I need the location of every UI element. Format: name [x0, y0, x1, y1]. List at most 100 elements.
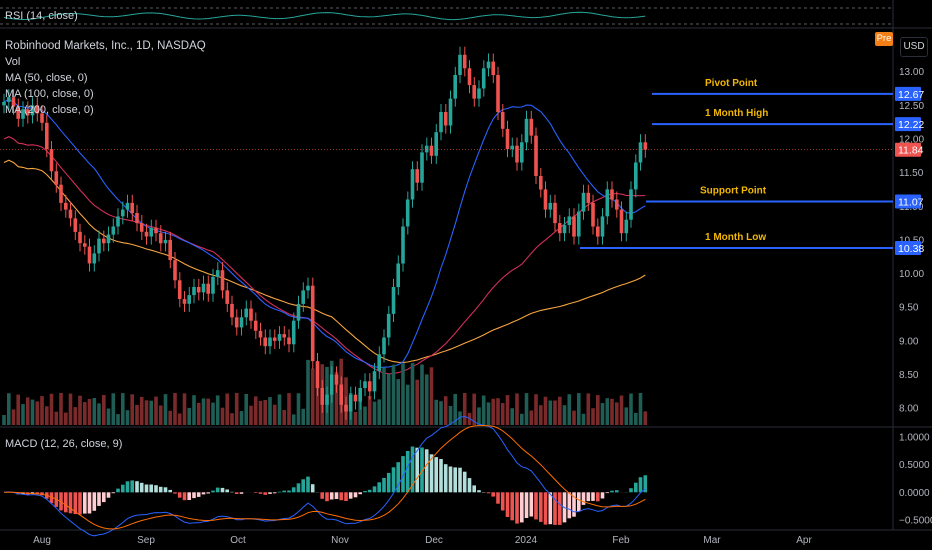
- macd-histogram-bar: [382, 477, 386, 493]
- volume-bar: [562, 405, 567, 425]
- macd-histogram-bar: [420, 447, 424, 493]
- macd-histogram-bar: [310, 484, 315, 493]
- macd-histogram-bar: [125, 481, 130, 493]
- volume-bar: [106, 408, 111, 425]
- volume-bar: [434, 399, 438, 425]
- candle-body: [325, 394, 329, 405]
- volume-bar: [439, 401, 443, 425]
- time-tick-label: Nov: [331, 535, 349, 546]
- macd-histogram-bar: [439, 459, 443, 493]
- level-price-tag-text: 10.38: [898, 243, 924, 255]
- candle-body: [638, 142, 643, 163]
- macd-histogram-bar: [534, 492, 538, 520]
- candle-body: [277, 334, 282, 341]
- candle-body: [154, 227, 158, 234]
- volume-bar: [543, 396, 548, 425]
- macd-histogram-bar: [277, 491, 282, 493]
- volume-bar: [21, 404, 25, 425]
- macd-indicator-label[interactable]: MACD (12, 26, close, 9): [5, 438, 123, 450]
- macd-histogram-bar: [320, 492, 324, 499]
- candle-body: [225, 290, 229, 304]
- volume-bar: [334, 371, 339, 425]
- macd-histogram-bar: [577, 492, 581, 512]
- macd-histogram-bar: [558, 492, 562, 525]
- volume-bar: [510, 408, 514, 425]
- volume-bar: [249, 405, 253, 425]
- candle-body: [121, 209, 125, 217]
- candle-body: [310, 285, 315, 362]
- candle-body: [539, 176, 543, 190]
- candle-body: [534, 135, 538, 176]
- volume-bar: [192, 395, 196, 425]
- level-label: Pivot Point: [705, 78, 758, 89]
- macd-histogram-bar: [272, 492, 277, 494]
- candle-body: [21, 109, 25, 119]
- time-tick-label: Feb: [612, 535, 630, 546]
- macd-histogram-bar: [634, 482, 638, 493]
- candle-body: [386, 313, 391, 338]
- volume-bar: [87, 399, 92, 425]
- volume-bar: [277, 394, 282, 425]
- volume-bar: [130, 394, 134, 425]
- candle-body: [405, 199, 410, 227]
- macd-histogram-bar: [524, 492, 529, 518]
- volume-bar: [481, 395, 486, 425]
- macd-tick-label: 0.5000: [899, 460, 930, 471]
- macd-histogram-bar: [591, 492, 595, 501]
- volume-bar: [211, 402, 215, 425]
- volume-bar: [258, 400, 263, 425]
- macd-histogram-bar: [434, 457, 438, 493]
- volume-bar: [263, 400, 267, 425]
- volume-bar: [586, 393, 591, 425]
- currency-button[interactable]: USD: [900, 37, 928, 57]
- ma50-indicator-label[interactable]: MA (50, close, 0): [5, 72, 88, 84]
- rsi-indicator-label[interactable]: RSI (14, close): [5, 10, 78, 22]
- macd-histogram-bar: [605, 492, 610, 494]
- macd-histogram-bar: [472, 485, 476, 493]
- macd-histogram-bar: [443, 464, 448, 493]
- candle-body: [244, 308, 248, 318]
- candle-body: [258, 330, 263, 338]
- macd-histogram-bar: [220, 487, 225, 493]
- macd-histogram-bar: [486, 492, 491, 494]
- level-price-tag-text: 11.07: [898, 197, 924, 209]
- candle-body: [59, 184, 63, 203]
- macd-histogram-bar: [353, 492, 358, 498]
- volume-bar: [206, 398, 210, 425]
- volume-bar: [458, 411, 462, 425]
- macd-histogram-bar: [520, 492, 524, 523]
- candle-body: [130, 202, 134, 213]
- candle-body: [358, 388, 362, 402]
- macd-histogram-bar: [263, 492, 267, 495]
- macd-histogram-bar: [453, 467, 457, 493]
- candle-body: [567, 216, 572, 226]
- macd-histogram-bar: [410, 446, 415, 493]
- candle-body: [577, 211, 581, 237]
- candle-body: [348, 394, 353, 412]
- candle-body: [315, 361, 320, 388]
- ma100-indicator-label[interactable]: MA (100, close, 0): [5, 88, 94, 100]
- candle-body: [249, 308, 253, 321]
- volume-bar: [624, 407, 629, 425]
- ma200-indicator-label[interactable]: MA (200, close, 0): [5, 104, 94, 116]
- candle-body: [543, 189, 548, 210]
- macd-histogram-bar: [500, 492, 505, 511]
- candle-body: [11, 97, 16, 107]
- level-label: 1 Month High: [705, 108, 768, 119]
- vol-indicator-label[interactable]: Vol: [5, 56, 21, 68]
- candle-body: [158, 233, 163, 244]
- macd-histogram-bar: [505, 492, 510, 517]
- volume-bar: [173, 393, 177, 425]
- candle-body: [486, 61, 491, 69]
- last-price-tag: [895, 142, 921, 157]
- macd-histogram-bar: [586, 492, 591, 502]
- volume-bar: [121, 393, 125, 425]
- volume-bar: [310, 368, 315, 425]
- macd-histogram-bar: [225, 489, 229, 493]
- volume-bar: [515, 393, 519, 425]
- candle-body: [83, 243, 87, 247]
- macd-tick-label: −0.5000: [899, 516, 932, 527]
- candle-body: [334, 374, 339, 385]
- macd-line: [3, 415, 646, 537]
